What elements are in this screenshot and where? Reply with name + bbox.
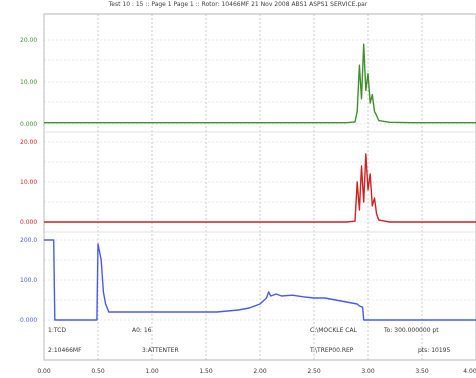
info-mid-2: 3:ATTENTER [142,347,179,354]
info-block: 1:TCD 2:10466MF A0: 16 3:ATTENTER C:\MOC… [48,327,450,354]
top-series-line [44,43,476,124]
bottom-y-tick-label: 200.0 [20,237,37,244]
x-tick-label: 4.00 sec [463,368,476,375]
x-axis-ticks: 0.00 0.50 1.00 1.50 2.00 2.50 3.00 3.50 4.00 sec [37,368,476,375]
x-tick-label: 3.50 [415,368,429,375]
bottom-y-tick-label: 100.0 [20,277,37,284]
middle-panel: 20.00 10.00 0.000 [20,139,476,226]
info-left-1: 1:TCD [48,327,66,334]
x-tick-label: 2.00 [253,368,267,375]
middle-y-tick-label: 10.00 [20,179,37,186]
info-right-1: C:\MOCKLE CAL [310,327,358,334]
info-far-right-2: pts: 10195 [418,347,450,354]
bottom-series-line [44,239,476,321]
panels: 20.00 10.00 0.000 20.00 10.00 0.000 200.0 100.0… [20,37,476,324]
info-right-2: T:\TREP00.REP [309,347,354,354]
info-far-right-1: To: 300.000000 pt [383,327,439,334]
top-y-tick-label: 10.00 [20,79,37,86]
middle-series-line [44,153,476,223]
x-tick-label: 0.00 [37,368,51,375]
x-tick-label: 2.50 [307,368,321,375]
chart-header: Test 10 : 15 :: Page 1 Page 1 :: Rotor: … [108,1,368,8]
x-tick-label: 3.00 [361,368,375,375]
bottom-panel: 200.0 100.0 0.000 [20,237,476,324]
middle-y-tick-label: 20.00 [20,139,37,146]
top-y-tick-label: 20.00 [20,37,37,44]
x-tick-label: 0.50 [91,368,105,375]
info-left-2: 2:10466MF [48,347,82,354]
grid [43,14,476,360]
top-panel: 20.00 10.00 0.000 [20,37,476,128]
x-tick-label: 1.00 [145,368,159,375]
bottom-y-tick-label: 0.000 [20,317,37,324]
middle-y-tick-label: 0.000 [20,219,37,226]
x-tick-label: 1.50 [199,368,213,375]
top-y-tick-label: 0.000 [20,121,37,128]
info-mid-1: A0: 16 [132,327,152,334]
